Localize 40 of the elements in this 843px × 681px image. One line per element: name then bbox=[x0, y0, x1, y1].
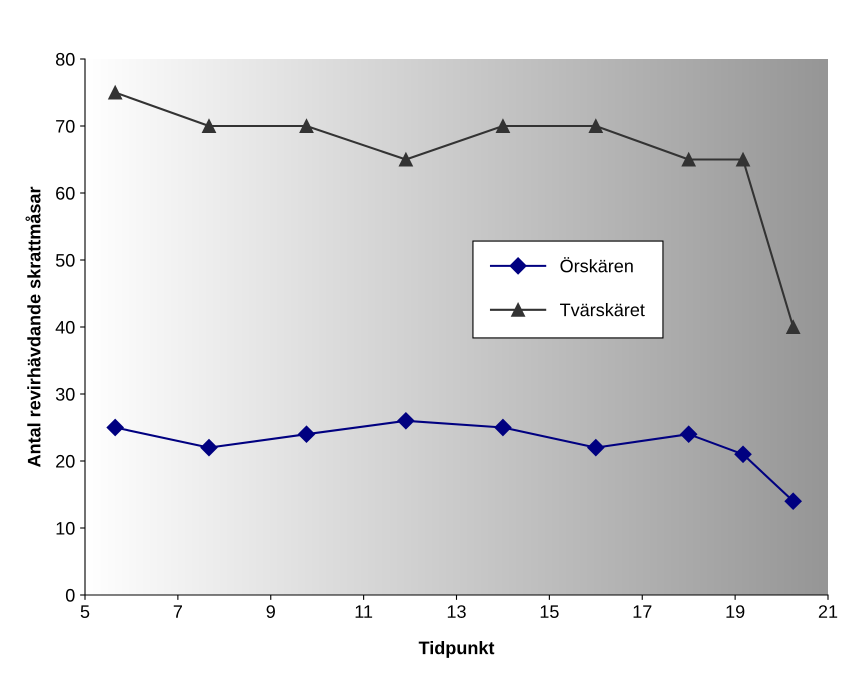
point bbox=[108, 86, 122, 100]
x-tick-label: 19 bbox=[726, 605, 744, 618]
legend-label: Örskären bbox=[560, 257, 633, 272]
point bbox=[300, 119, 314, 133]
point bbox=[736, 152, 750, 166]
point bbox=[202, 119, 216, 133]
x-tick-label: 7 bbox=[174, 605, 182, 618]
x-tick-label: 15 bbox=[540, 605, 559, 618]
point bbox=[106, 418, 124, 436]
point bbox=[682, 152, 696, 166]
x-axis-title: Tidpunkt bbox=[418, 641, 494, 658]
point bbox=[494, 418, 512, 436]
point bbox=[398, 152, 413, 166]
y-tick-label: 20 bbox=[56, 454, 75, 468]
x-tick-label: 9 bbox=[266, 605, 275, 618]
legend-label: Tvärskäret bbox=[560, 303, 645, 316]
y-tick-label: 30 bbox=[56, 388, 75, 401]
point bbox=[786, 320, 800, 334]
x-tick-label: 5 bbox=[80, 605, 90, 618]
y-tick-label: 70 bbox=[56, 120, 75, 133]
point bbox=[200, 439, 218, 456]
y-tick-label: 0 bbox=[66, 588, 75, 602]
y-axis-title: Antal revirhävdande skrattmåsar bbox=[25, 186, 41, 468]
point bbox=[587, 439, 604, 456]
y-tick-label: 60 bbox=[56, 186, 75, 200]
y-tick-label: 10 bbox=[56, 522, 75, 535]
point bbox=[680, 426, 698, 443]
point bbox=[397, 412, 414, 430]
x-tick-label: 13 bbox=[448, 605, 466, 618]
x-tick-label: 17 bbox=[634, 605, 652, 618]
point bbox=[784, 492, 802, 510]
x-tick-label: 21 bbox=[818, 605, 838, 618]
point bbox=[588, 119, 603, 133]
x-tick-label: 11 bbox=[356, 605, 372, 618]
point bbox=[734, 446, 752, 463]
y-tick-label: 40 bbox=[56, 320, 75, 334]
y-tick-label: 80 bbox=[56, 52, 75, 66]
y-tick-label: 50 bbox=[56, 254, 75, 267]
point bbox=[496, 119, 510, 133]
point bbox=[298, 426, 316, 443]
